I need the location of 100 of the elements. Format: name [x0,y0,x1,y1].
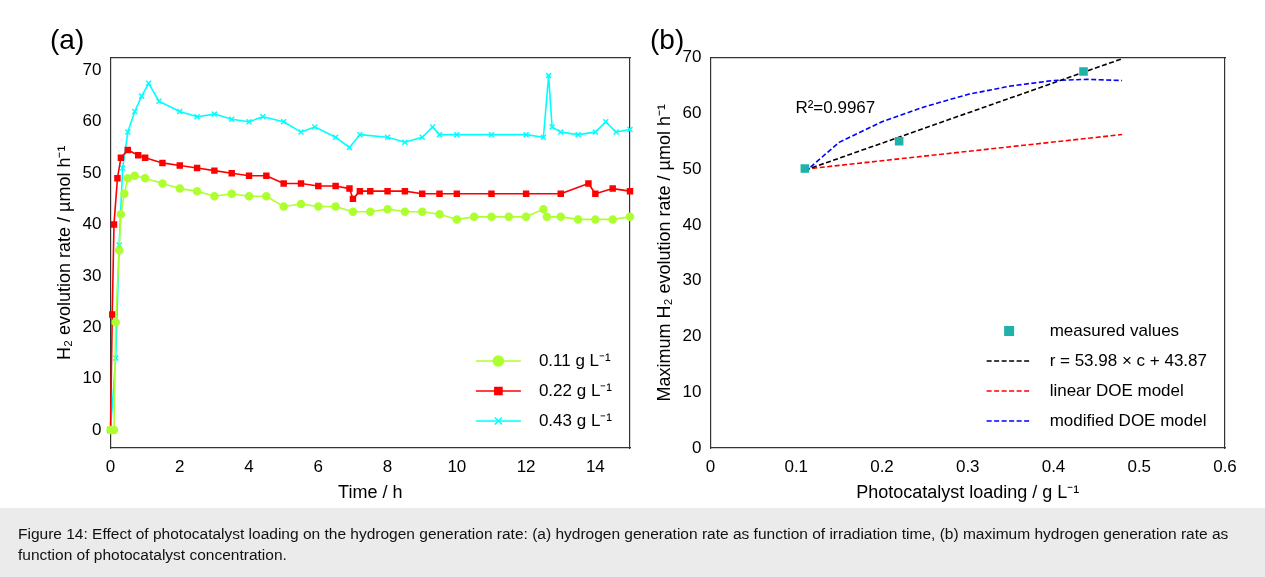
point [418,190,426,197]
point [894,136,904,146]
x-tick-label: 0.6 [1213,456,1237,476]
y-tick-label: 70 [82,60,102,80]
x-tick-label: 14 [585,456,605,476]
point [117,154,125,161]
legend-label: modified DOE model [1049,410,1207,430]
point [244,192,254,201]
point [401,187,409,195]
point [123,174,133,183]
y-tick-label: 0 [92,419,102,439]
point [487,212,496,222]
x-axis-title: Photocatalyst loading / g L⁻¹ [856,482,1080,503]
x-tick-label: 2 [175,456,185,476]
point [356,187,364,195]
y-tick-label: 30 [682,270,702,290]
point [592,190,599,197]
y-tick-label: 30 [82,265,102,285]
point [418,134,426,141]
legend-label: r = 53.98 × c + 43.87 [1049,350,1208,370]
point [522,190,530,197]
y-tick-label: 20 [682,326,702,346]
point [158,179,167,188]
point [349,195,357,203]
point [296,199,306,209]
point [262,192,271,201]
y-tick-label: 50 [682,158,702,178]
point [176,162,183,169]
point [130,171,139,180]
point [280,180,287,187]
point [383,204,392,214]
point [366,207,375,216]
y-tick-label: 0 [692,437,702,457]
x-tick-label: 0.3 [955,456,980,476]
legend-label: 0.43 g L⁻¹ [538,410,613,430]
point [435,210,444,219]
point [315,182,322,190]
point [297,180,305,187]
point [159,159,166,167]
x-tick-label: 12 [516,456,536,476]
point [297,128,305,136]
y-tick-label: 20 [82,316,102,336]
legend-label: 0.22 g L⁻¹ [538,380,613,400]
point [210,192,219,201]
point [452,215,462,224]
y-tick-label: 50 [82,162,102,182]
point [557,190,564,197]
point [227,189,236,198]
point [114,245,124,255]
point [602,118,609,126]
point [114,175,121,182]
point [346,144,353,151]
y-tick-label: 40 [682,214,702,234]
chart-title: (a) [50,23,85,55]
x-tick-label: 10 [447,456,467,476]
caption: Figure 14: Effect of photocatalyst loading on the hydrogen generation rate: (a) hydrogen generation rate as function of irradiation time, (b) maximum hydrogen generation rate as function of photocatalyst concentration. [0,508,1265,577]
point [346,185,353,192]
point [542,212,552,222]
point [111,317,120,327]
point [332,182,339,190]
point [573,215,583,224]
x-tick-label: 0.4 [1041,456,1066,476]
point [279,202,288,211]
legend-label: linear DOE model [1049,380,1184,400]
point [211,167,218,174]
point [331,202,340,211]
x-tick-label: 0.1 [784,456,809,476]
point [228,169,235,177]
point [124,146,132,154]
point [193,164,201,172]
point [134,151,142,159]
point [400,207,410,216]
point [612,128,620,136]
point [1079,67,1088,76]
x-tick-label: 8 [382,456,393,476]
point [545,72,552,79]
x-tick-label: 6 [313,456,324,476]
point [469,212,479,222]
legend-label: 0.11 g L⁻¹ [538,350,612,370]
point [384,187,391,195]
annotation: R²=0.9967 [795,98,876,118]
x-tick-label: 0.2 [870,456,894,476]
y-tick-label: 10 [682,381,702,401]
point [417,207,427,216]
point [109,311,116,318]
y-tick-label: 60 [682,103,702,123]
y-axis-title: Maximum H₂ evolution rate / µmol h⁻¹ [653,104,674,402]
point [436,190,443,197]
point [488,190,495,197]
y-tick-label: 60 [82,111,102,131]
point [548,123,556,131]
point [585,180,592,187]
point [453,190,461,197]
x-tick-label: 0 [705,456,716,476]
x-tick-label: 4 [244,456,254,476]
point [591,215,600,224]
point [263,172,270,179]
x-axis-title: Time / h [338,482,403,503]
point [608,215,617,224]
legend-label: measured values [1049,320,1180,340]
